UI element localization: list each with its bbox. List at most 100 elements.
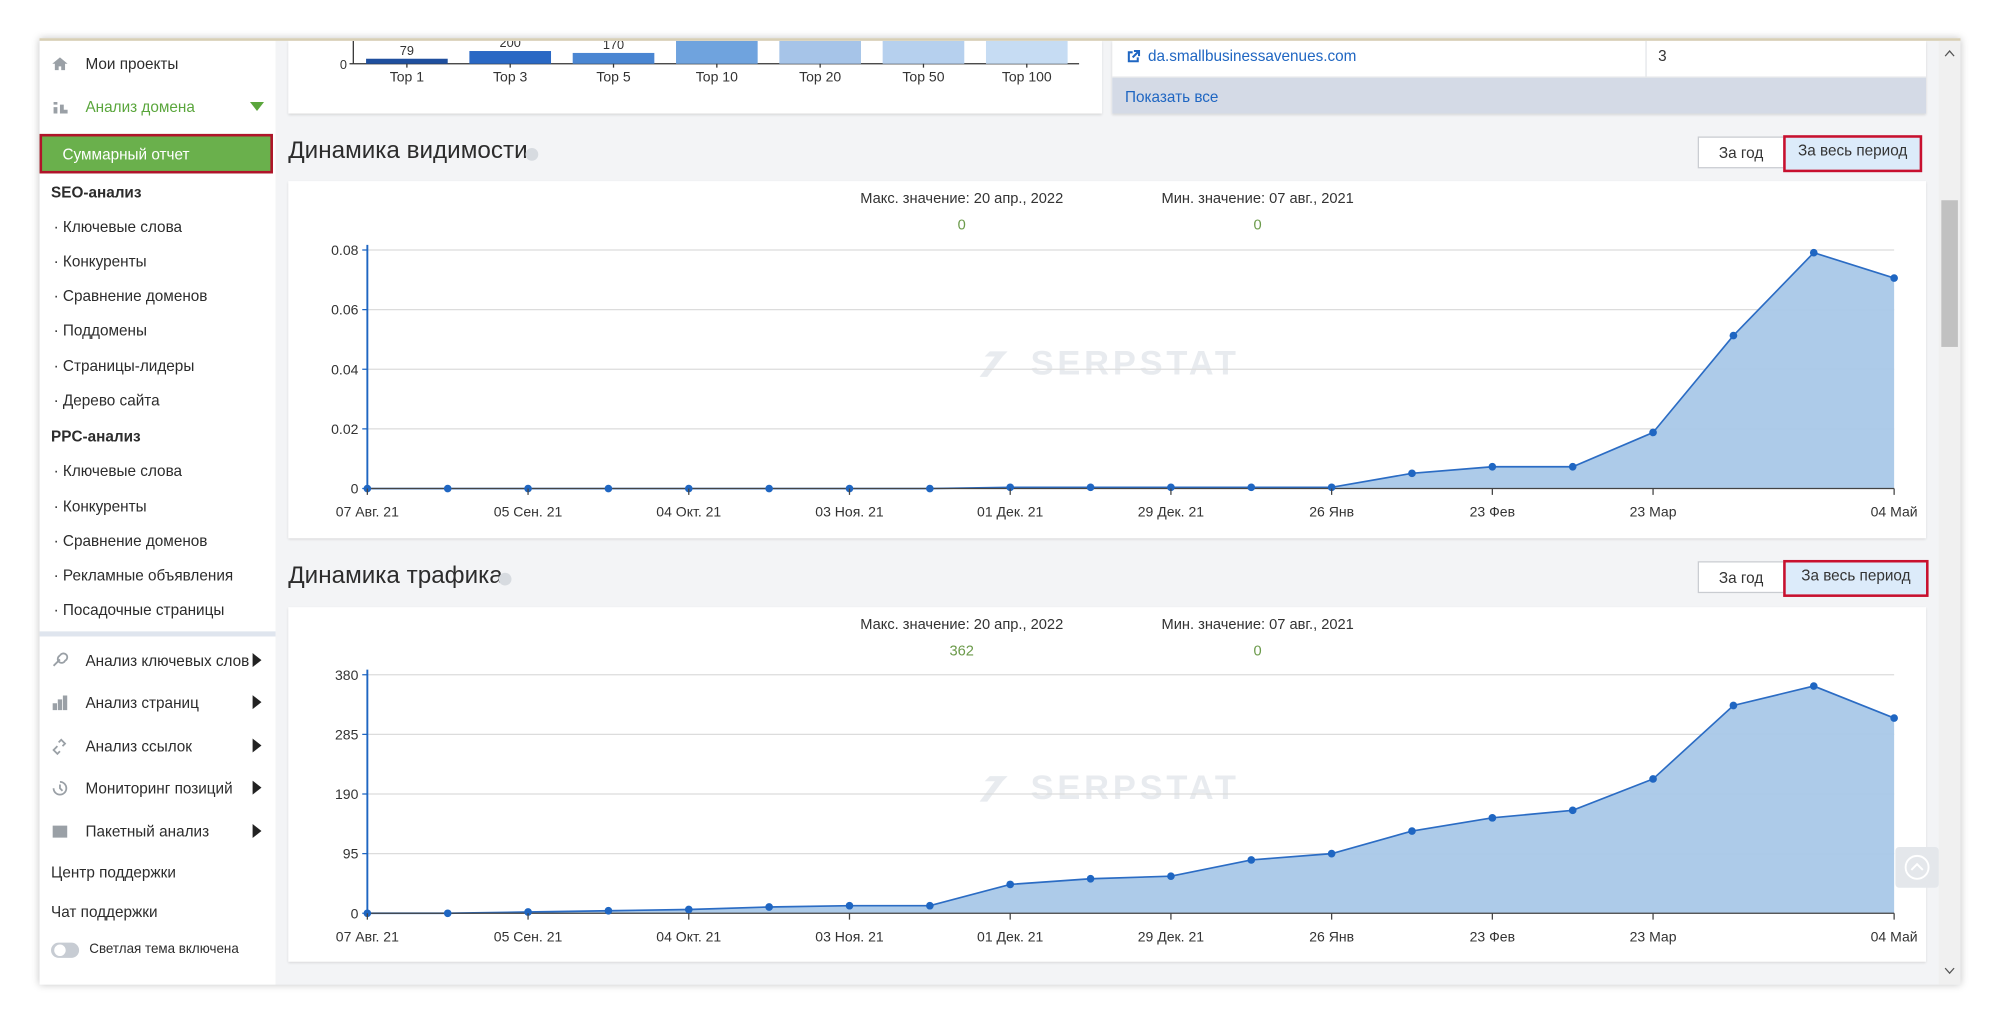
y-tick-label: 0.04	[331, 361, 358, 377]
min-value: 0	[1254, 218, 1262, 234]
sidebar-icon	[52, 652, 69, 667]
x-tick-label: 23 Фев	[1470, 504, 1515, 520]
icon-shape	[52, 57, 68, 71]
separator	[39, 631, 276, 637]
scrollbar-graphics	[1941, 50, 1958, 975]
submenu-arrow	[252, 780, 262, 795]
sidebar-item[interactable]: Пакетный анализ	[85, 822, 210, 841]
watermark-logo	[979, 776, 1008, 802]
x-tick-label: Top 10	[696, 69, 738, 85]
sidebar-item[interactable]: · Ключевые слова	[53, 218, 183, 236]
data-point	[1729, 701, 1738, 710]
app-window: Мои проекты Анализ домена Суммарный отчет S…	[39, 38, 1961, 985]
link-icon	[1127, 49, 1141, 63]
bar-value-label: 79	[400, 43, 414, 58]
data-point	[1649, 775, 1657, 783]
sidebar-item[interactable]: Анализ ссылок	[85, 737, 193, 756]
bar-value-label: 170	[603, 41, 624, 52]
data-point	[524, 908, 532, 916]
area-chart: Макс. значение: 20 апр., 2022 Мин. значен…	[335, 617, 1918, 944]
theme-toggle[interactable]	[51, 941, 82, 959]
data-point	[845, 901, 854, 910]
chart-card: Макс. значение: 20 апр., 2022 Мин. значен…	[288, 607, 1927, 962]
x-tick-label: 23 Мар	[1630, 504, 1677, 520]
x-tick-label: Top 3	[493, 69, 527, 85]
x-tick-label: 04 Май	[1871, 928, 1918, 944]
sidebar-item[interactable]: · Рекламные объявления	[53, 566, 234, 585]
data-point	[1006, 880, 1015, 889]
bar	[882, 40, 965, 64]
max-label: Макс. значение: 20 апр., 2022	[860, 617, 1063, 633]
watermark: SERPSTAT	[1031, 769, 1240, 807]
min-label: Мин. значение: 07 авг., 2021	[1161, 617, 1353, 633]
sidebar-item[interactable]: · Поддомены	[53, 321, 147, 340]
sidebar-icon	[52, 57, 68, 71]
x-tick-label: 04 Окт. 21	[656, 928, 721, 944]
data-point	[1327, 849, 1336, 858]
bar	[676, 40, 758, 64]
sidebar-item[interactable]: Чат поддержки	[51, 903, 158, 921]
sidebar-item[interactable]: · Конкуренты	[53, 252, 147, 271]
data-point	[1408, 469, 1416, 478]
arrow-shape	[252, 738, 262, 753]
x-tick-label: Top 5	[596, 69, 630, 85]
sidebar-item[interactable]: · Страницы-лидеры	[53, 357, 195, 375]
domain-link[interactable]: da.smallbusinessavenues.com	[1147, 47, 1357, 66]
data-point	[443, 484, 452, 493]
icon-shape	[52, 825, 68, 838]
section-title: Динамика трафика	[288, 562, 503, 590]
sidebar-item[interactable]: · Дерево сайта	[53, 391, 160, 410]
x-tick-label: 05 Сен. 21	[494, 928, 563, 944]
data-point	[1167, 483, 1175, 492]
section-title: Динамика видимости	[288, 137, 528, 165]
table-row: da.smallbusinessavenues.com 3	[1112, 40, 1927, 78]
scrollbar[interactable]	[1938, 40, 1961, 985]
bar	[572, 52, 655, 64]
y-tick-label: 0.08	[331, 242, 358, 258]
info-circle	[498, 572, 512, 586]
sidebar-item[interactable]: Анализ домена	[85, 98, 195, 117]
arrow-shape	[252, 695, 262, 710]
active-menu-item[interactable]: Суммарный отчет	[39, 133, 273, 174]
area-fill	[367, 252, 1895, 489]
data-point	[1006, 483, 1015, 492]
sidebar-item[interactable]: · Конкуренты	[53, 497, 147, 516]
sidebar-item[interactable]: Анализ страниц	[85, 693, 199, 712]
sidebar-item[interactable]: Мониторинг позиций	[85, 779, 233, 798]
sidebar-item[interactable]: · Сравнение доменов	[53, 286, 208, 305]
arrow-shape	[249, 102, 265, 111]
show-all-link[interactable]: Показать все	[1124, 88, 1219, 106]
x-tick-label: 23 Фев	[1470, 928, 1515, 944]
data-point	[1729, 331, 1738, 340]
info-icon	[498, 572, 512, 586]
sidebar-item[interactable]: · Сравнение доменов	[53, 531, 208, 550]
show-all-row[interactable]: Показать все	[1112, 77, 1927, 114]
sidebar-item[interactable]: · Ключевые слова	[53, 461, 183, 480]
data-point	[765, 903, 773, 911]
sidebar-item[interactable]: · Посадочные страницы	[53, 600, 225, 619]
sidebar-item[interactable]: Анализ ключевых слов	[85, 651, 250, 670]
icon-shape	[52, 695, 68, 711]
y-tick-label: 95	[343, 846, 359, 862]
data-point	[1086, 874, 1095, 883]
min-value: 0	[1254, 644, 1262, 660]
x-tick-label: 04 Окт. 21	[656, 504, 721, 520]
period-button[interactable]: За год	[1697, 136, 1785, 169]
x-tick-label: 05 Сен. 21	[494, 504, 563, 520]
line	[367, 685, 1895, 915]
submenu-arrow	[252, 823, 262, 839]
period-button[interactable]: За год	[1697, 561, 1785, 594]
watermark-logo	[979, 351, 1008, 377]
scroll-top-button[interactable]	[1895, 846, 1939, 888]
sidebar-item[interactable]: Центр поддержки	[51, 863, 176, 882]
bar	[985, 40, 1068, 64]
x-tick-label: 03 Ноя. 21	[815, 928, 884, 944]
period-button-active[interactable]: За весь период	[1783, 559, 1929, 597]
x-tick-label: 29 Дек. 21	[1138, 928, 1204, 944]
sidebar-item[interactable]: Мои проекты	[85, 54, 179, 73]
period-button-active[interactable]: За весь период	[1783, 135, 1923, 173]
sidebar-icon	[52, 780, 68, 796]
submenu-arrow	[252, 738, 262, 753]
